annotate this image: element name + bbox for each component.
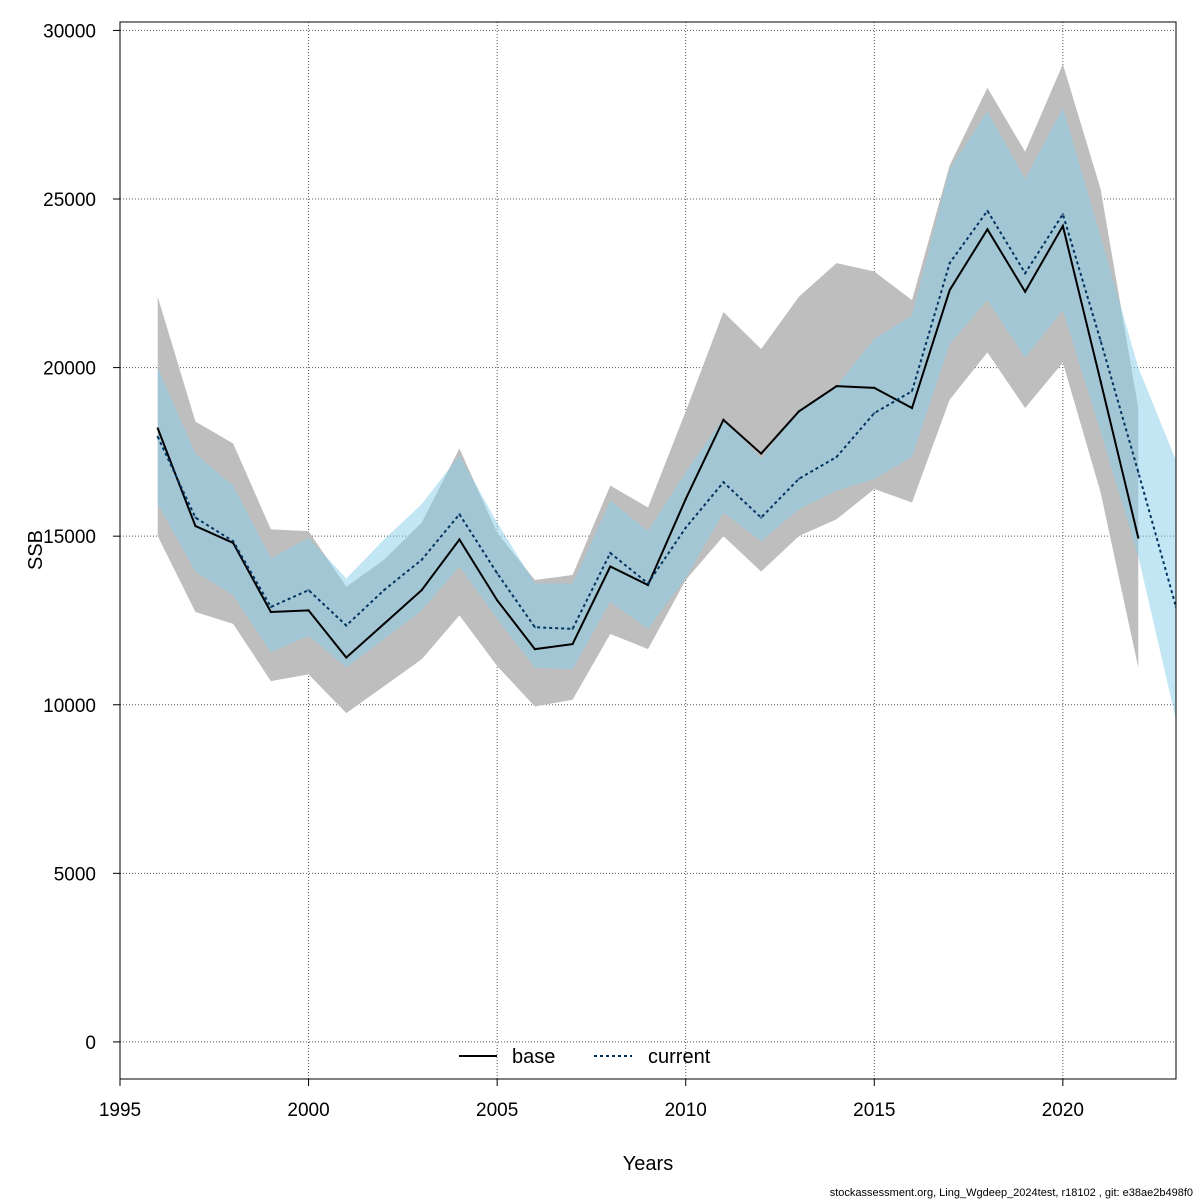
x-tick-label: 2010 [665, 1100, 707, 1121]
point-current [609, 551, 612, 555]
point-base [910, 406, 914, 410]
point-current [986, 209, 989, 213]
point-current [231, 540, 235, 543]
point-current [458, 513, 461, 516]
point-base [797, 410, 801, 413]
x-tick-label: 1995 [99, 1100, 141, 1121]
point-base [948, 288, 951, 292]
series-lines [156, 208, 1176, 659]
point-base [1061, 224, 1065, 228]
point-base [571, 642, 574, 646]
point-base [231, 541, 235, 545]
point-base [1023, 290, 1027, 293]
point-current [420, 558, 423, 561]
y-axis: 0 5000 10000 15000 20000 25000 30000 [43, 21, 120, 1054]
point-base [684, 497, 687, 501]
point-base [873, 386, 876, 390]
point-base [1099, 379, 1102, 383]
y-tick-label: 5000 [54, 864, 96, 885]
legend: base current [459, 1046, 711, 1068]
x-tick-label: 2005 [476, 1100, 518, 1121]
point-current [1061, 212, 1065, 216]
y-tick-label: 30000 [43, 21, 96, 42]
point-current [646, 582, 650, 585]
point-base [495, 599, 499, 602]
point-base [269, 610, 273, 614]
point-current [684, 526, 687, 529]
x-tick-label: 2020 [1042, 1100, 1084, 1121]
point-current [722, 481, 725, 484]
point-base [533, 647, 537, 651]
point-current [194, 516, 197, 519]
point-base [835, 384, 838, 388]
y-axis-title: SSB [25, 530, 47, 570]
point-base [345, 656, 348, 659]
x-axis: 1995 2000 2005 2010 2015 2020 [99, 1079, 1084, 1121]
point-current [156, 435, 159, 438]
point-current [873, 411, 876, 415]
point-base [646, 583, 650, 587]
point-current [835, 455, 838, 459]
point-current [571, 627, 574, 631]
point-current [495, 572, 499, 575]
y-tick-label: 0 [85, 1033, 96, 1054]
point-base [307, 609, 310, 612]
point-current [797, 477, 801, 481]
point-current [533, 626, 537, 629]
point-base [1137, 536, 1140, 540]
plot-frame [119, 21, 1177, 1080]
point-base [156, 427, 159, 430]
point-current [269, 605, 273, 609]
point-base [420, 588, 423, 592]
point-base [759, 452, 763, 455]
y-tick-label: 20000 [43, 359, 96, 380]
y-tick-label: 10000 [43, 696, 96, 717]
point-current [382, 588, 386, 592]
point-base [194, 524, 197, 528]
point-current [307, 588, 310, 592]
y-tick-label: 15000 [43, 527, 96, 548]
point-current [1023, 271, 1027, 275]
point-current [1099, 339, 1102, 342]
line-current [156, 208, 1176, 630]
point-base [986, 228, 989, 231]
x-tick-label: 2015 [853, 1100, 895, 1121]
footer-credit: stockassessment.org, Ling_Wgdeep_2024tes… [830, 1187, 1193, 1199]
legend-base-label: base [512, 1046, 555, 1068]
x-tick-label: 2000 [287, 1100, 329, 1121]
point-base [382, 622, 386, 626]
point-current [759, 516, 763, 519]
point-current [948, 261, 951, 265]
point-current [345, 624, 348, 627]
legend-current-label: current [648, 1046, 711, 1068]
point-base [609, 565, 612, 568]
x-axis-title: Years [623, 1153, 673, 1175]
point-current [1137, 470, 1140, 474]
point-base [722, 418, 725, 422]
point-current [910, 389, 914, 393]
point-base [458, 538, 461, 541]
y-tick-label: 25000 [43, 190, 96, 211]
